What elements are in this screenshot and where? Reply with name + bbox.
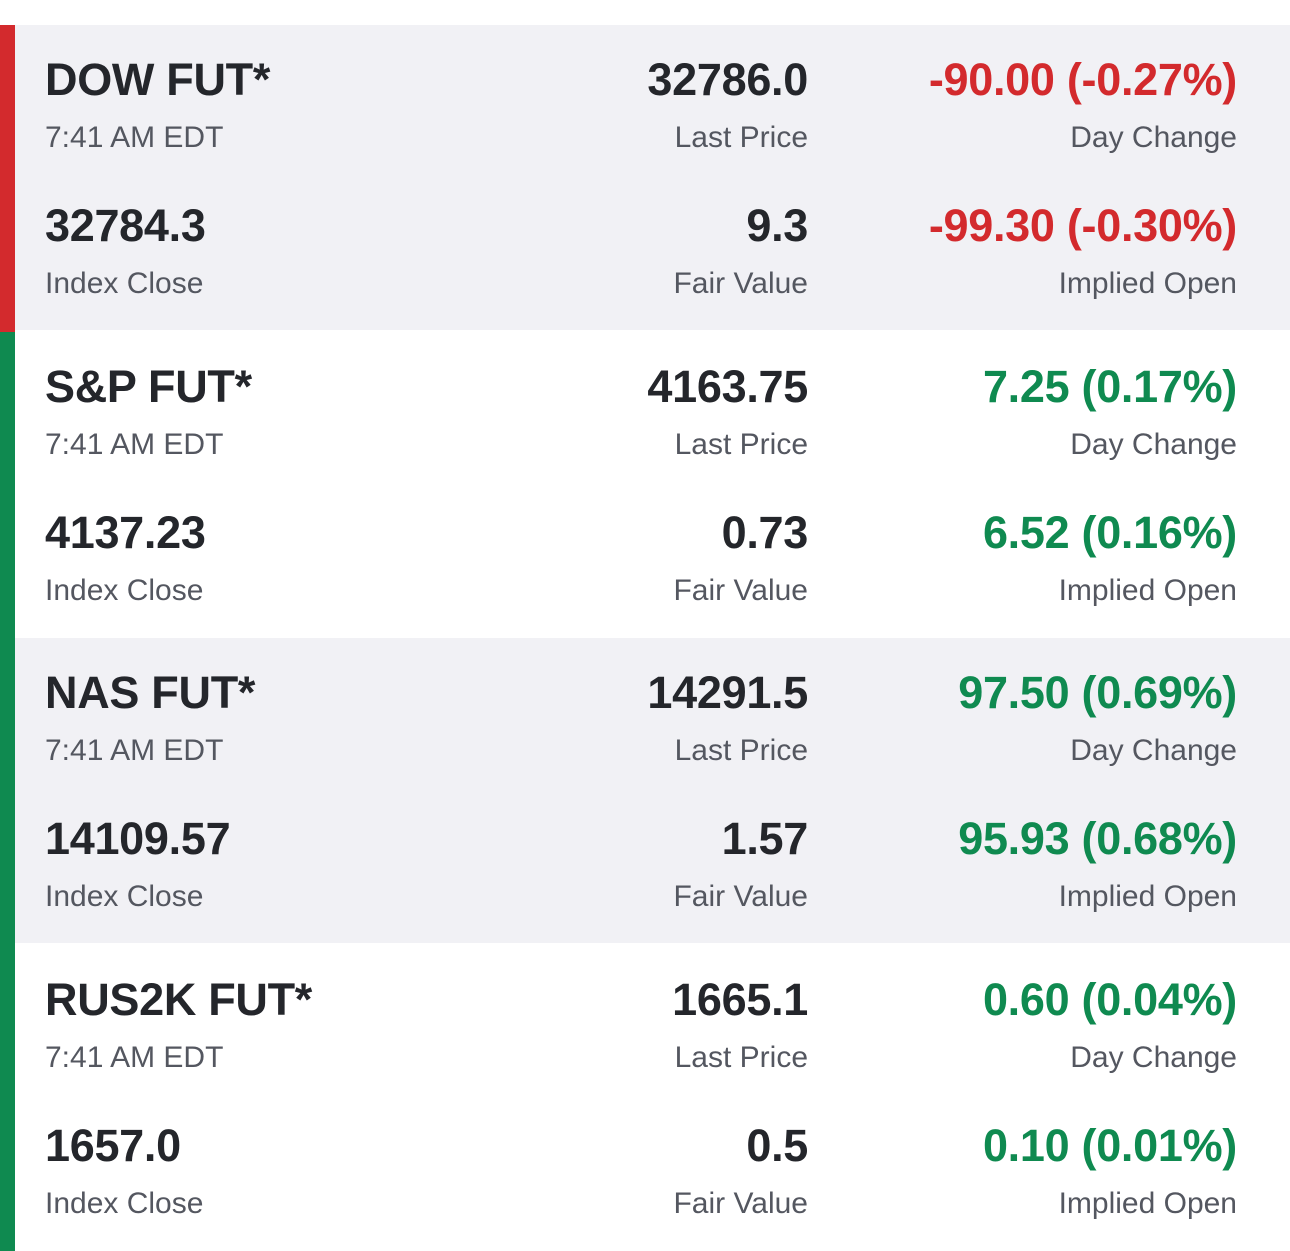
instrument-name: S&P FUT*: [45, 362, 252, 412]
last-price-label: Last Price: [675, 121, 808, 155]
futures-row-sp[interactable]: S&P FUT* 7:41 AM EDT 4163.75 Last Price …: [0, 332, 1290, 639]
fair-value-value: 0.5: [746, 1121, 808, 1171]
fair-value-value: 0.73: [722, 508, 808, 558]
futures-row-nas[interactable]: NAS FUT* 7:41 AM EDT 14291.5 Last Price …: [0, 638, 1290, 945]
index-close-label: Index Close: [45, 267, 203, 301]
index-close-value: 4137.23: [45, 508, 206, 558]
last-price-value: 4163.75: [647, 362, 808, 412]
index-close-label: Index Close: [45, 880, 203, 914]
fair-value-label: Fair Value: [673, 574, 808, 608]
index-close-value: 1657.0: [45, 1121, 181, 1171]
futures-list: DOW FUT* 7:41 AM EDT 32786.0 Last Price …: [0, 25, 1290, 1251]
day-change-label: Day Change: [1070, 121, 1237, 155]
fair-value-label: Fair Value: [673, 267, 808, 301]
index-close-label: Index Close: [45, 574, 203, 608]
index-close-label: Index Close: [45, 1187, 203, 1221]
day-change-value: 7.25 (0.17%): [983, 362, 1237, 412]
timestamp: 7:41 AM EDT: [45, 121, 223, 155]
instrument-name: NAS FUT*: [45, 668, 255, 718]
day-change-value: -90.00 (-0.27%): [929, 55, 1237, 105]
last-price-value: 32786.0: [647, 55, 808, 105]
implied-open-value: 0.10 (0.01%): [983, 1121, 1237, 1171]
index-close-value: 14109.57: [45, 814, 230, 864]
implied-open-label: Implied Open: [1059, 267, 1237, 301]
timestamp: 7:41 AM EDT: [45, 1041, 223, 1075]
day-change-label: Day Change: [1070, 1041, 1237, 1075]
fair-value-label: Fair Value: [673, 880, 808, 914]
last-price-label: Last Price: [675, 734, 808, 768]
timestamp: 7:41 AM EDT: [45, 428, 223, 462]
day-change-value: 97.50 (0.69%): [958, 668, 1237, 718]
fair-value-label: Fair Value: [673, 1187, 808, 1221]
instrument-name: DOW FUT*: [45, 55, 270, 105]
implied-open-label: Implied Open: [1059, 1187, 1237, 1221]
day-change-label: Day Change: [1070, 428, 1237, 462]
fair-value-value: 1.57: [722, 814, 808, 864]
implied-open-value: -99.30 (-0.30%): [929, 201, 1237, 251]
last-price-label: Last Price: [675, 1041, 808, 1075]
day-change-label: Day Change: [1070, 734, 1237, 768]
last-price-value: 1665.1: [672, 975, 808, 1025]
futures-row-dow[interactable]: DOW FUT* 7:41 AM EDT 32786.0 Last Price …: [0, 25, 1290, 332]
last-price-label: Last Price: [675, 428, 808, 462]
implied-open-value: 95.93 (0.68%): [958, 814, 1237, 864]
last-price-value: 14291.5: [647, 668, 808, 718]
instrument-name: RUS2K FUT*: [45, 975, 312, 1025]
futures-row-rus2k[interactable]: RUS2K FUT* 7:41 AM EDT 1665.1 Last Price…: [0, 945, 1290, 1251]
fair-value-value: 9.3: [746, 201, 808, 251]
implied-open-value: 6.52 (0.16%): [983, 508, 1237, 558]
timestamp: 7:41 AM EDT: [45, 734, 223, 768]
implied-open-label: Implied Open: [1059, 574, 1237, 608]
index-close-value: 32784.3: [45, 201, 206, 251]
implied-open-label: Implied Open: [1059, 880, 1237, 914]
day-change-value: 0.60 (0.04%): [983, 975, 1237, 1025]
